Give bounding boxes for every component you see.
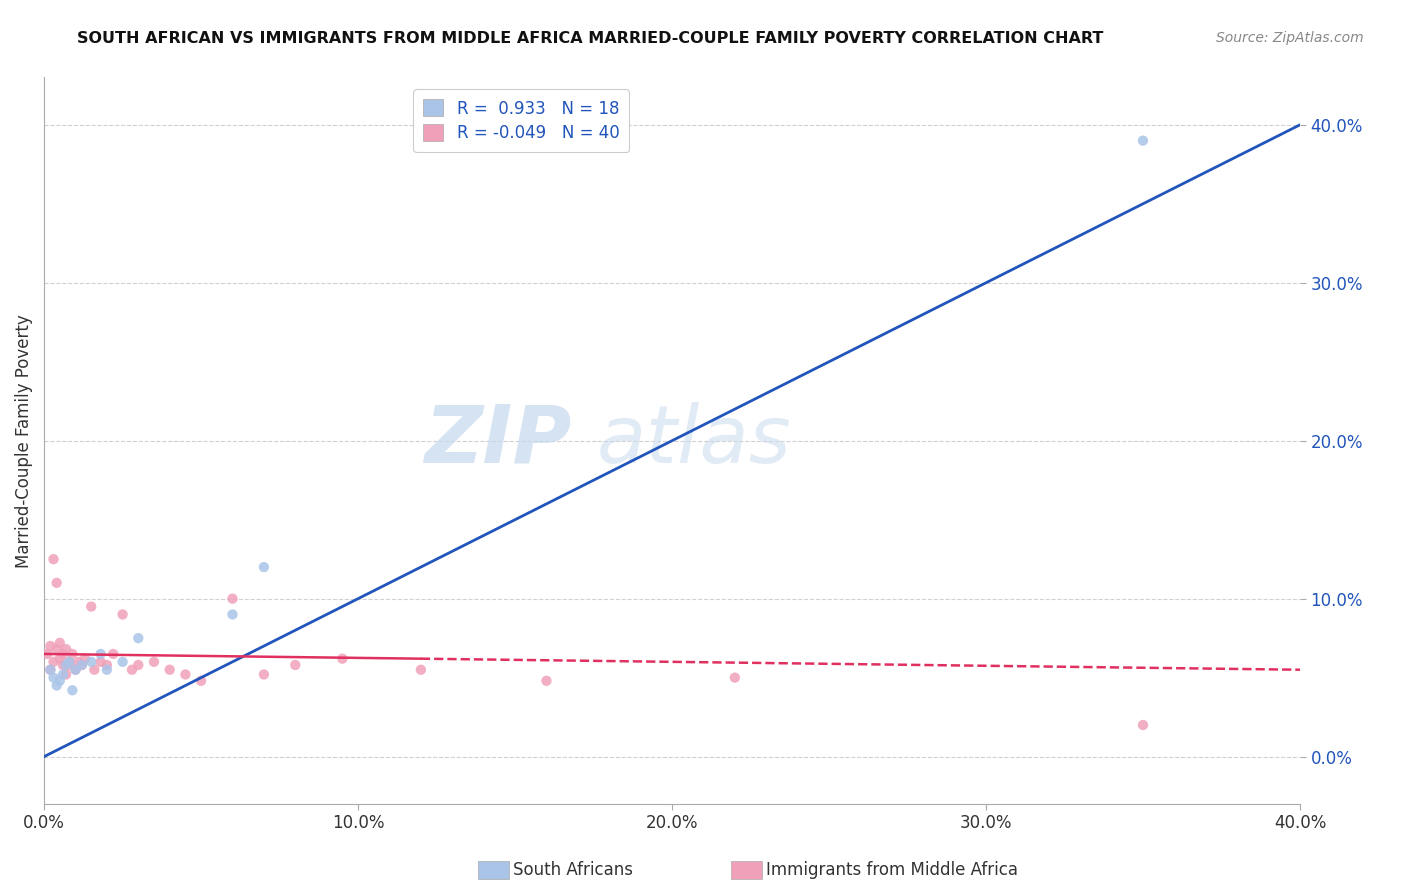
Point [49, 636, 72, 650]
Point [49, 673, 72, 688]
Point [45, 642, 67, 657]
Point [42, 552, 65, 566]
Point [37, 647, 59, 661]
Text: atlas: atlas [596, 401, 792, 480]
Point [52, 667, 75, 681]
Point [96, 663, 118, 677]
Point [60, 683, 83, 698]
Point [111, 607, 134, 622]
Point [409, 663, 432, 677]
Point [174, 667, 197, 681]
Point [536, 673, 558, 688]
Point [42, 671, 65, 685]
Point [143, 655, 166, 669]
Point [159, 663, 181, 677]
Point [724, 671, 747, 685]
Text: Source: ZipAtlas.com: Source: ZipAtlas.com [1216, 31, 1364, 45]
Point [253, 667, 276, 681]
Point [332, 651, 354, 665]
Point [96, 658, 118, 673]
Point [127, 631, 149, 645]
Point [65, 663, 87, 677]
Legend: R =  0.933   N = 18, R = -0.049   N = 40: R = 0.933 N = 18, R = -0.049 N = 40 [413, 89, 630, 153]
Point [221, 607, 243, 622]
Text: Immigrants from Middle Africa: Immigrants from Middle Africa [766, 861, 1018, 879]
Point [90, 655, 112, 669]
Point [80, 599, 103, 614]
Point [190, 673, 212, 688]
Point [39, 663, 62, 677]
Point [83, 663, 105, 677]
Point [111, 655, 134, 669]
Point [55, 658, 77, 673]
Point [221, 591, 243, 606]
Point [253, 560, 276, 574]
Text: SOUTH AFRICAN VS IMMIGRANTS FROM MIDDLE AFRICA MARRIED-COUPLE FAMILY POVERTY COR: SOUTH AFRICAN VS IMMIGRANTS FROM MIDDLE … [77, 31, 1104, 46]
Point [127, 658, 149, 673]
Point [58, 658, 80, 673]
Point [1132, 718, 1154, 732]
Point [70, 658, 93, 673]
Point [284, 658, 307, 673]
Point [45, 679, 67, 693]
Y-axis label: Married-Couple Family Poverty: Married-Couple Family Poverty [15, 314, 32, 567]
Point [67, 655, 90, 669]
Point [1132, 134, 1154, 148]
Point [65, 663, 87, 677]
Point [55, 667, 77, 681]
Text: South Africans: South Africans [513, 861, 633, 879]
Point [80, 655, 103, 669]
Point [49, 651, 72, 665]
Point [55, 642, 77, 657]
Point [73, 651, 96, 665]
Point [58, 655, 80, 669]
Point [39, 663, 62, 677]
Point [52, 658, 75, 673]
Text: ZIP: ZIP [425, 401, 572, 480]
Point [58, 655, 80, 669]
Point [101, 647, 124, 661]
Point [70, 658, 93, 673]
Point [52, 647, 75, 661]
Point [121, 663, 143, 677]
Point [42, 655, 65, 669]
Point [90, 647, 112, 661]
Point [60, 647, 83, 661]
Point [45, 575, 67, 590]
Point [39, 639, 62, 653]
